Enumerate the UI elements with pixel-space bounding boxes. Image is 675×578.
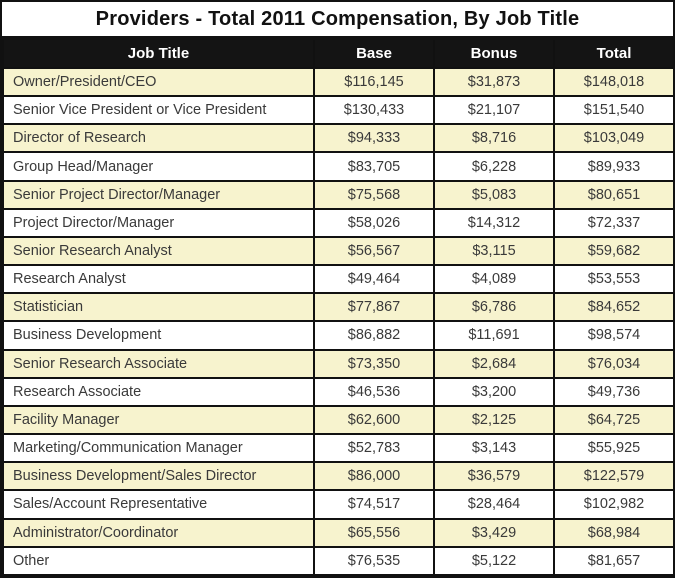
total-cell: $89,933 <box>553 151 673 182</box>
total-cell: $53,553 <box>553 264 673 295</box>
total-cell: $148,018 <box>553 66 673 98</box>
job-title-cell: Marketing/Communication Manager <box>2 433 315 464</box>
total-cell: $151,540 <box>553 95 673 126</box>
job-title-cell: Director of Research <box>2 123 315 154</box>
job-title-cell: Research Associate <box>2 376 315 407</box>
total-cell: $84,652 <box>553 292 673 323</box>
table-row: Senior Project Director/Manager $75,568 $5… <box>2 179 673 210</box>
base-cell: $94,333 <box>313 123 435 154</box>
job-title-cell: Senior Research Analyst <box>2 235 315 267</box>
job-title-cell: Project Director/Manager <box>2 207 315 238</box>
table-row: Senior Research Analyst $56,567 $3,115 $59,… <box>2 235 673 267</box>
base-cell: $62,600 <box>313 404 435 436</box>
bonus-cell: $3,143 <box>433 433 555 464</box>
header-row: Job Title Base Bonus Total <box>2 38 673 69</box>
job-title-cell: Business Development <box>2 320 315 351</box>
bonus-cell: $3,115 <box>433 235 555 267</box>
bonus-cell: $21,107 <box>433 95 555 126</box>
job-title-cell: Facility Manager <box>2 404 315 436</box>
job-title-cell: Sales/Account Representative <box>2 489 315 520</box>
job-title-cell: Research Analyst <box>2 264 315 295</box>
column-header-bonus: Bonus <box>433 38 555 69</box>
base-cell: $74,517 <box>313 489 435 520</box>
total-cell: $103,049 <box>553 123 673 154</box>
bonus-cell: $8,716 <box>433 123 555 154</box>
job-title-cell: Other <box>2 545 315 576</box>
base-cell: $83,705 <box>313 151 435 182</box>
total-cell: $122,579 <box>553 461 673 492</box>
table-row: Research Associate $46,536 $3,200 $49,736 <box>2 376 673 407</box>
table-row: Business Development/Sales Director $86,0… <box>2 461 673 492</box>
table-row: Project Director/Manager $58,026 $14,312 $7… <box>2 207 673 238</box>
base-cell: $86,000 <box>313 461 435 492</box>
base-cell: $46,536 <box>313 376 435 407</box>
base-cell: $130,433 <box>313 95 435 126</box>
table-row: Research Analyst $49,464 $4,089 $53,553 <box>2 264 673 295</box>
bonus-cell: $6,786 <box>433 292 555 323</box>
bonus-cell: $14,312 <box>433 207 555 238</box>
job-title-cell: Business Development/Sales Director <box>2 461 315 492</box>
table-row: Other $76,535 $5,122 $81,657 <box>2 545 673 576</box>
table-row: Senior Research Associate $73,350 $2,684 $7… <box>2 348 673 379</box>
total-cell: $102,982 <box>553 489 673 520</box>
total-cell: $80,651 <box>553 179 673 210</box>
table-row: Sales/Account Representative $74,517 $28,4… <box>2 489 673 520</box>
base-cell: $75,568 <box>313 179 435 210</box>
table-row: Owner/President/CEO $116,145 $31,873 $148,0… <box>2 66 673 98</box>
column-header-base: Base <box>313 38 435 69</box>
total-cell: $64,725 <box>553 404 673 436</box>
bonus-cell: $28,464 <box>433 489 555 520</box>
table-row: Senior Vice President or Vice President $… <box>2 95 673 126</box>
bonus-cell: $5,122 <box>433 545 555 576</box>
column-header-job-title: Job Title <box>2 38 315 69</box>
table-row: Group Head/Manager $83,705 $6,228 $89,933 <box>2 151 673 182</box>
bonus-cell: $36,579 <box>433 461 555 492</box>
total-cell: $68,984 <box>553 517 673 548</box>
base-cell: $58,026 <box>313 207 435 238</box>
bonus-cell: $3,200 <box>433 376 555 407</box>
job-title-cell: Owner/President/CEO <box>2 66 315 98</box>
base-cell: $116,145 <box>313 66 435 98</box>
base-cell: $65,556 <box>313 517 435 548</box>
column-header-total: Total <box>553 38 673 69</box>
bonus-cell: $2,684 <box>433 348 555 379</box>
table-row: Administrator/Coordinator $65,556 $3,429 $6… <box>2 517 673 548</box>
bonus-cell: $11,691 <box>433 320 555 351</box>
data-table: Job Title Base Bonus Total Owner/Preside… <box>2 38 673 576</box>
job-title-cell: Group Head/Manager <box>2 151 315 182</box>
job-title-cell: Senior Research Associate <box>2 348 315 379</box>
bonus-cell: $5,083 <box>433 179 555 210</box>
base-cell: $77,867 <box>313 292 435 323</box>
base-cell: $86,882 <box>313 320 435 351</box>
table-title: Providers - Total 2011 Compensation, By … <box>2 2 673 38</box>
base-cell: $76,535 <box>313 545 435 576</box>
total-cell: $55,925 <box>553 433 673 464</box>
total-cell: $98,574 <box>553 320 673 351</box>
job-title-cell: Senior Project Director/Manager <box>2 179 315 210</box>
total-cell: $72,337 <box>553 207 673 238</box>
total-cell: $76,034 <box>553 348 673 379</box>
total-cell: $81,657 <box>553 545 673 576</box>
bonus-cell: $2,125 <box>433 404 555 436</box>
bonus-cell: $31,873 <box>433 66 555 98</box>
bonus-cell: $3,429 <box>433 517 555 548</box>
total-cell: $59,682 <box>553 235 673 267</box>
base-cell: $52,783 <box>313 433 435 464</box>
base-cell: $49,464 <box>313 264 435 295</box>
table-row: Business Development $86,882 $11,691 $98,57… <box>2 320 673 351</box>
table-row: Marketing/Communication Manager $52,783 $3… <box>2 433 673 464</box>
bonus-cell: $4,089 <box>433 264 555 295</box>
table-row: Facility Manager $62,600 $2,125 $64,725 <box>2 404 673 436</box>
total-cell: $49,736 <box>553 376 673 407</box>
table-row: Director of Research $94,333 $8,716 $103,04… <box>2 123 673 154</box>
base-cell: $56,567 <box>313 235 435 267</box>
job-title-cell: Administrator/Coordinator <box>2 517 315 548</box>
job-title-cell: Statistician <box>2 292 315 323</box>
table-row: Statistician $77,867 $6,786 $84,652 <box>2 292 673 323</box>
base-cell: $73,350 <box>313 348 435 379</box>
bonus-cell: $6,228 <box>433 151 555 182</box>
job-title-cell: Senior Vice President or Vice President <box>2 95 315 126</box>
